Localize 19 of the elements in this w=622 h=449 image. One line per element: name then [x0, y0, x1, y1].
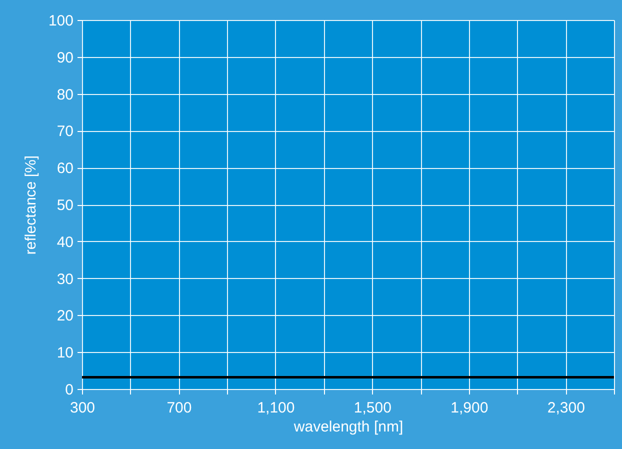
x-axis-title: wavelength [nm] [292, 418, 404, 436]
x-tick-label: 300 [70, 400, 96, 416]
y-tick-label: 70 [56, 123, 74, 140]
y-tick-label: 100 [48, 12, 74, 30]
x-tick-label: 2,300 [547, 400, 585, 416]
y-tick-label: 90 [56, 49, 74, 66]
x-tick-label: 1,900 [450, 400, 488, 416]
y-tick-label: 60 [56, 160, 74, 178]
y-axis-title: reflectance [%] [22, 155, 40, 255]
y-tick-label: 20 [56, 308, 74, 325]
x-tick-label: 1,100 [257, 400, 295, 416]
y-tick-label: 10 [56, 344, 74, 362]
y-tick-label: 30 [56, 270, 74, 288]
x-tick-label: 1,500 [354, 400, 392, 416]
x-tick-label: 700 [166, 400, 192, 416]
y-tick-label: 80 [56, 86, 74, 104]
y-tick-label: 50 [56, 197, 74, 214]
y-tick-label: 40 [56, 234, 74, 251]
y-tick-label: 0 [65, 382, 74, 398]
